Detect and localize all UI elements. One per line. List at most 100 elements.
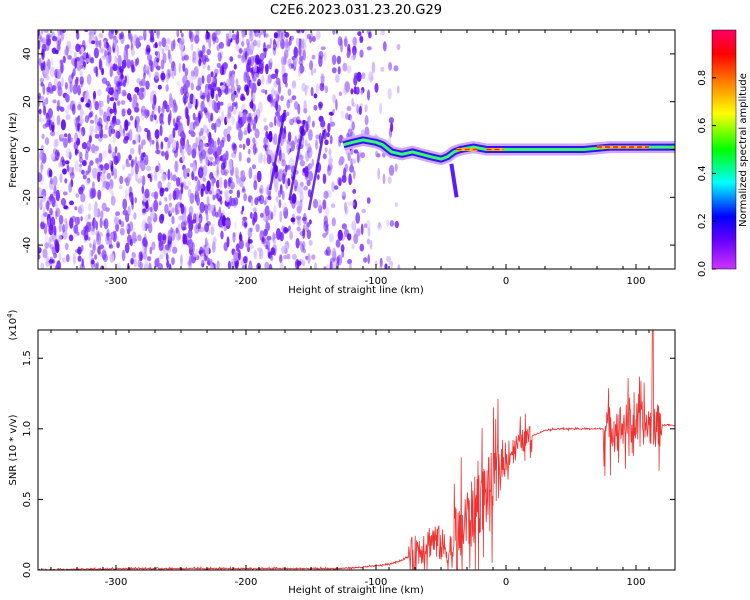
noise-speckle <box>229 56 234 62</box>
noise-speckle <box>213 263 216 269</box>
noise-speckle <box>232 232 237 237</box>
noise-speckle <box>325 264 329 269</box>
noise-speckle <box>164 187 169 192</box>
noise-speckle <box>170 172 173 181</box>
noise-speckle <box>246 42 251 55</box>
noise-speckle <box>302 216 307 222</box>
noise-speckle <box>61 257 66 263</box>
noise-speckle <box>58 162 61 168</box>
noise-speckle <box>236 176 241 186</box>
noise-speckle <box>240 169 246 181</box>
y-tick-label: -40 <box>22 237 33 253</box>
noise-speckle <box>280 152 286 163</box>
noise-speckle <box>111 170 115 177</box>
colorbar-frame <box>711 29 737 270</box>
noise-speckle <box>263 30 266 38</box>
noise-speckle <box>188 238 194 250</box>
noise-speckle <box>117 54 122 66</box>
noise-speckle <box>113 155 119 165</box>
noise-speckle <box>64 242 69 251</box>
noise-speckle <box>259 249 264 260</box>
noise-speckle <box>116 66 122 76</box>
noise-speckle <box>159 120 165 125</box>
noise-speckle <box>279 261 284 269</box>
noise-speckle <box>48 259 54 264</box>
noise-speckle <box>301 140 304 145</box>
noise-speckle <box>102 180 109 189</box>
noise-speckle <box>217 52 221 59</box>
noise-speckle <box>127 173 132 182</box>
noise-speckle <box>296 226 301 232</box>
noise-speckle <box>307 163 313 170</box>
noise-speckle <box>188 30 192 39</box>
noise-speckle <box>315 139 319 150</box>
noise-speckle <box>249 227 253 232</box>
noise-speckle <box>69 200 74 206</box>
noise-speckle <box>356 103 359 114</box>
noise-speckle <box>125 162 131 168</box>
noise-speckle <box>324 206 330 217</box>
noise-speckle <box>243 193 247 202</box>
noise-speckle <box>93 206 99 218</box>
noise-speckle <box>296 30 301 34</box>
noise-speckle <box>116 44 119 56</box>
noise-speckle <box>282 172 286 185</box>
noise-speckle <box>130 48 135 56</box>
noise-speckle <box>210 112 214 122</box>
noise-speckle <box>249 67 254 73</box>
noise-speckle <box>287 178 291 187</box>
noise-speckle <box>172 246 178 254</box>
noise-speckle <box>167 73 171 78</box>
noise-speckle <box>66 164 70 173</box>
noise-speckle <box>60 119 66 131</box>
noise-speckle <box>208 37 212 49</box>
noise-speckle <box>219 101 224 106</box>
noise-speckle <box>270 247 275 256</box>
snr-x-label: Height of straight line (km) <box>288 585 424 596</box>
noise-speckle <box>270 211 274 220</box>
noise-speckle <box>296 205 302 214</box>
noise-speckle <box>341 223 347 230</box>
noise-speckle <box>69 137 74 142</box>
noise-speckle <box>65 221 68 232</box>
noise-speckle <box>167 238 172 248</box>
noise-speckle <box>123 91 127 96</box>
noise-speckle <box>98 152 103 163</box>
noise-speckle <box>257 247 263 252</box>
noise-speckle <box>41 133 45 140</box>
noise-speckle <box>215 169 220 178</box>
noise-speckle <box>247 239 253 244</box>
noise-speckle <box>331 217 336 227</box>
noise-speckle <box>287 131 292 142</box>
noise-speckle <box>149 246 153 255</box>
noise-speckle <box>109 66 114 78</box>
noise-speckle <box>310 69 314 76</box>
noise-speckle <box>255 147 258 154</box>
colorbar-ticks: 0.0 0.2 0.4 0.6 0.8 <box>697 70 716 277</box>
noise-speckle <box>254 197 259 206</box>
noise-speckle <box>182 94 188 104</box>
noise-speckle <box>123 49 127 56</box>
noise-speckle <box>179 39 185 52</box>
noise-speckle <box>107 44 112 56</box>
x-tick-label: -200 <box>235 577 258 588</box>
noise-speckle <box>161 151 166 157</box>
noise-speckle <box>305 150 310 162</box>
noise-speckle <box>295 215 302 221</box>
noise-speckle <box>245 239 248 248</box>
noise-speckle <box>122 209 128 216</box>
noise-speckle <box>342 191 346 200</box>
noise-speckle <box>299 55 304 62</box>
noise-speckle <box>113 75 120 86</box>
noise-speckle <box>165 84 169 92</box>
noise-speckle <box>192 121 196 130</box>
noise-speckle <box>155 119 159 125</box>
noise-speckle <box>93 47 99 59</box>
noise-speckle <box>151 140 155 145</box>
noise-speckle <box>302 248 306 254</box>
noise-speckle <box>264 33 269 38</box>
noise-speckle <box>176 201 180 211</box>
noise-speckle <box>201 44 206 54</box>
noise-speckle <box>289 118 295 126</box>
noise-speckle <box>167 181 171 190</box>
